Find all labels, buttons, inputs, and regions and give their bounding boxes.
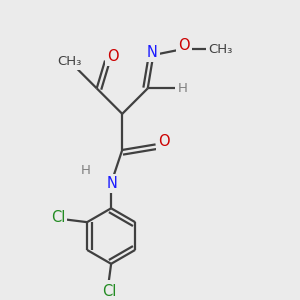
Text: N: N: [107, 176, 118, 191]
Text: H: H: [81, 164, 91, 177]
Text: CH₃: CH₃: [58, 55, 82, 68]
Text: O: O: [158, 134, 170, 149]
Text: H: H: [178, 82, 188, 95]
Text: CH₃: CH₃: [208, 43, 233, 56]
Text: Cl: Cl: [51, 211, 65, 226]
Text: N: N: [146, 45, 158, 60]
Text: O: O: [178, 38, 190, 53]
Text: Cl: Cl: [103, 284, 117, 299]
Text: O: O: [108, 49, 119, 64]
